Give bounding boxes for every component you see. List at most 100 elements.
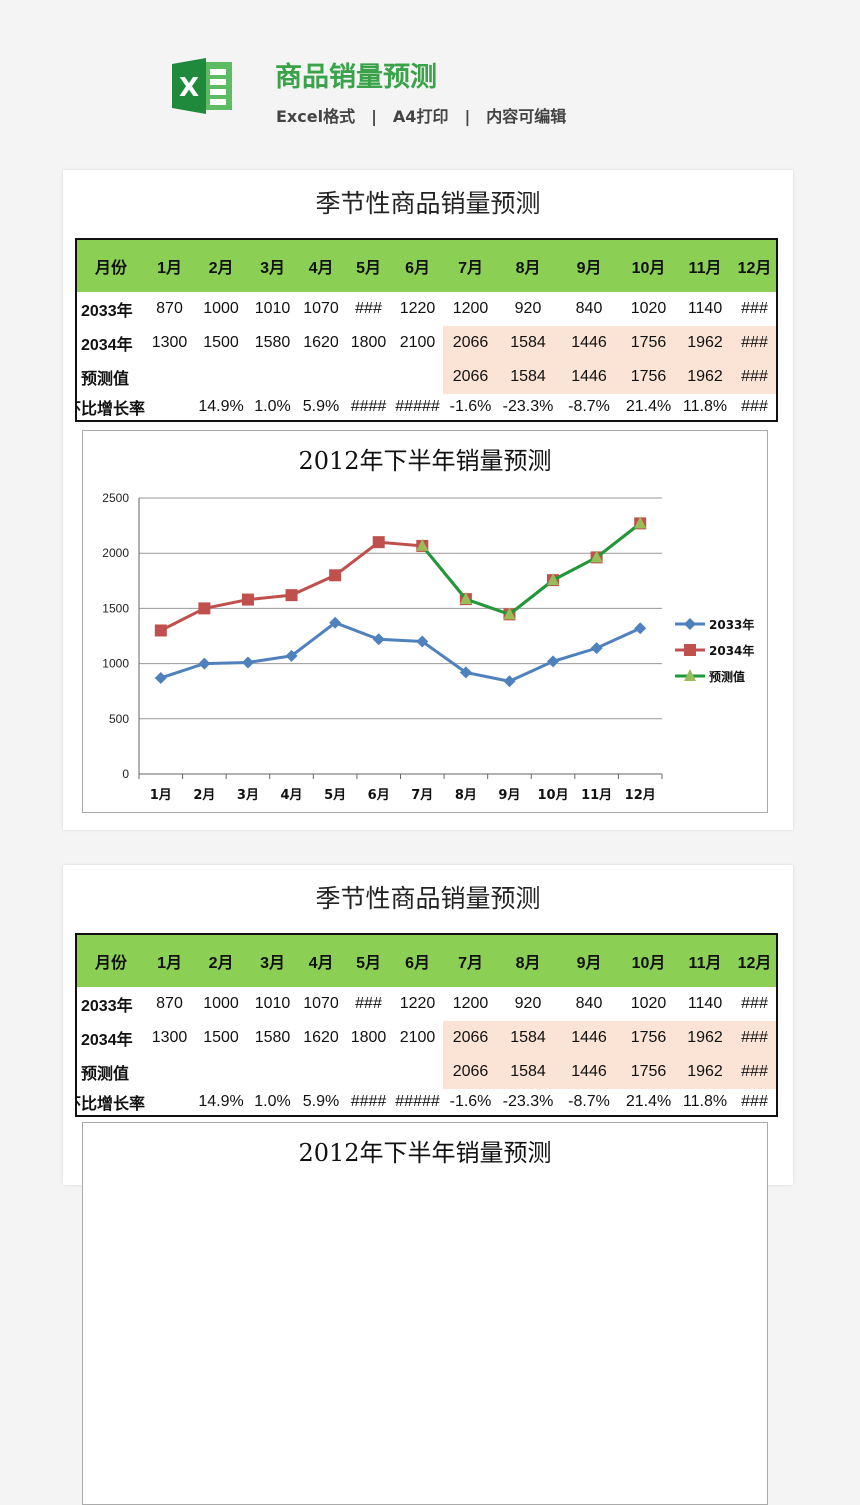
- line-chart: 0 500 1000 1500 2000 2500 1月 2月 3月 4月 5月 6月 7月 8月 9月 10…: [102, 491, 754, 803]
- table-cell: 1020: [630, 995, 667, 1012]
- legend-label: 2033年: [709, 617, 754, 632]
- table-cell: ###: [741, 398, 768, 415]
- data-point: [634, 622, 647, 635]
- header-cell: 12月: [733, 239, 778, 292]
- table-cell: 1070: [303, 995, 339, 1012]
- sales-table: 月份 1月 2月 3月 4月 5月 6月 7月 8月 9月 10月 11月 12月 2033年 870 100…: [75, 238, 779, 422]
- table-cell: 920: [514, 300, 542, 317]
- table-cell: [297, 1055, 345, 1089]
- row-label: 2034年: [81, 337, 133, 354]
- data-point: [459, 666, 472, 679]
- header-cell: 1月: [145, 239, 195, 292]
- header-cell: 6月: [392, 934, 444, 987]
- table-cell: #####: [395, 1093, 440, 1110]
- table-cell: 1580: [254, 1029, 291, 1046]
- x-tick-label: 2月: [193, 788, 215, 803]
- data-point: [547, 573, 560, 586]
- table-cell: -23.3%: [502, 398, 554, 415]
- data-point: [372, 633, 385, 646]
- header-cell: 月份: [76, 239, 146, 292]
- table-cell: 11.8%: [682, 398, 728, 415]
- header-cell: 8月: [498, 934, 559, 987]
- sheet-title: 季节性商品销量预测: [315, 189, 541, 218]
- y-tick-label: 1500: [102, 601, 129, 615]
- data-point: [547, 655, 560, 668]
- data-point: [241, 593, 254, 606]
- data-point: [590, 550, 603, 563]
- row-label: 环比增长率: [76, 1096, 146, 1113]
- table-cell: 1500: [203, 1029, 239, 1046]
- table-cell: 1000: [203, 300, 239, 317]
- data-point: [198, 657, 211, 670]
- x-tick-label: 3月: [237, 788, 259, 803]
- table-cell: 1200: [452, 995, 489, 1012]
- header-cell: 4月: [297, 934, 346, 987]
- x-tick-label: 10月: [537, 788, 568, 803]
- header-cell: 9月: [558, 934, 621, 987]
- table-cell: -23.3%: [502, 1093, 554, 1110]
- data-point: [154, 624, 167, 637]
- table-cell: ###: [355, 300, 382, 317]
- chart: 2012年下半年销量预测 0 500 1000 1500 2000 2500 1月 2月 3月 4…: [82, 430, 768, 813]
- table-cell: 2066: [443, 1055, 499, 1089]
- table-cell: 1446: [558, 1055, 621, 1089]
- table-cell: [194, 1055, 248, 1089]
- data-point: [503, 675, 516, 688]
- header-cell: 月份: [76, 934, 146, 987]
- separator: |: [371, 107, 377, 126]
- table-cell: 1756: [620, 360, 678, 394]
- x-tick-label: 9月: [498, 788, 520, 803]
- table-cell: 1584: [498, 1021, 559, 1055]
- format-label: Excel格式: [276, 107, 356, 126]
- table-cell: 1962: [677, 1021, 734, 1055]
- data-point: [684, 644, 696, 656]
- table-row: 2034年 1300 1500 1580 1620 1800 2100 2066 1584 144…: [76, 326, 778, 360]
- table-cell: -1.6%: [449, 398, 492, 415]
- y-tick-label: 1000: [102, 657, 129, 671]
- header-cell: 3月: [248, 239, 298, 292]
- header-cell: 2月: [194, 934, 249, 987]
- x-tick-label: 7月: [411, 788, 433, 803]
- table-cell: ###: [741, 1093, 768, 1110]
- table-cell: #####: [395, 398, 440, 415]
- table-cell: 1962: [677, 360, 734, 394]
- data-point: [684, 618, 696, 630]
- table-cell: 1756: [620, 1021, 678, 1055]
- row-label: 2033年: [81, 998, 133, 1015]
- y-tick-label: 500: [109, 712, 129, 726]
- data-point: [684, 669, 696, 681]
- series-line: [421, 522, 642, 617]
- table-cell: 2100: [399, 334, 436, 351]
- x-tick-label: 4月: [281, 788, 303, 803]
- table-cell: 1200: [452, 300, 489, 317]
- table-cell: 21.4%: [625, 398, 672, 415]
- table-cell: ####: [350, 1093, 387, 1110]
- table-cell: [345, 1055, 392, 1089]
- table-cell: [145, 1055, 194, 1089]
- row-label: 2033年: [81, 303, 133, 320]
- table-cell: 2066: [443, 1021, 499, 1055]
- table-cell: 1800: [350, 1029, 387, 1046]
- table-cell: [248, 360, 297, 394]
- table-cell: 1300: [151, 1029, 188, 1046]
- table-cell: [145, 360, 194, 394]
- table-cell: [145, 1089, 194, 1116]
- table-row: 预测值 2066 1584 1446 1756 1962 ###: [76, 1055, 778, 1089]
- table-cell: 1500: [203, 334, 239, 351]
- table-cell: ####: [350, 398, 387, 415]
- table-cell: 1070: [303, 300, 339, 317]
- page-title: 商品销量预测: [275, 62, 437, 93]
- data-point: [372, 536, 385, 549]
- table-cell: 2100: [399, 1029, 436, 1046]
- table-cell: 1140: [687, 995, 723, 1012]
- table-cell: 1220: [399, 300, 436, 317]
- header-cell: 2月: [194, 239, 249, 292]
- header-cell: 10月: [620, 239, 678, 292]
- data-point: [198, 602, 211, 615]
- table-cell: 5.9%: [302, 1093, 340, 1110]
- header-cell: 7月: [443, 239, 499, 292]
- table-cell: 1220: [399, 995, 436, 1012]
- sales-table: 月份 1月 2月 3月 4月 5月 6月 7月 8月 9月 10月 11月 12月 2033年 870 100…: [75, 933, 779, 1117]
- table-cell: 840: [575, 300, 603, 317]
- table-cell: 1962: [677, 326, 734, 360]
